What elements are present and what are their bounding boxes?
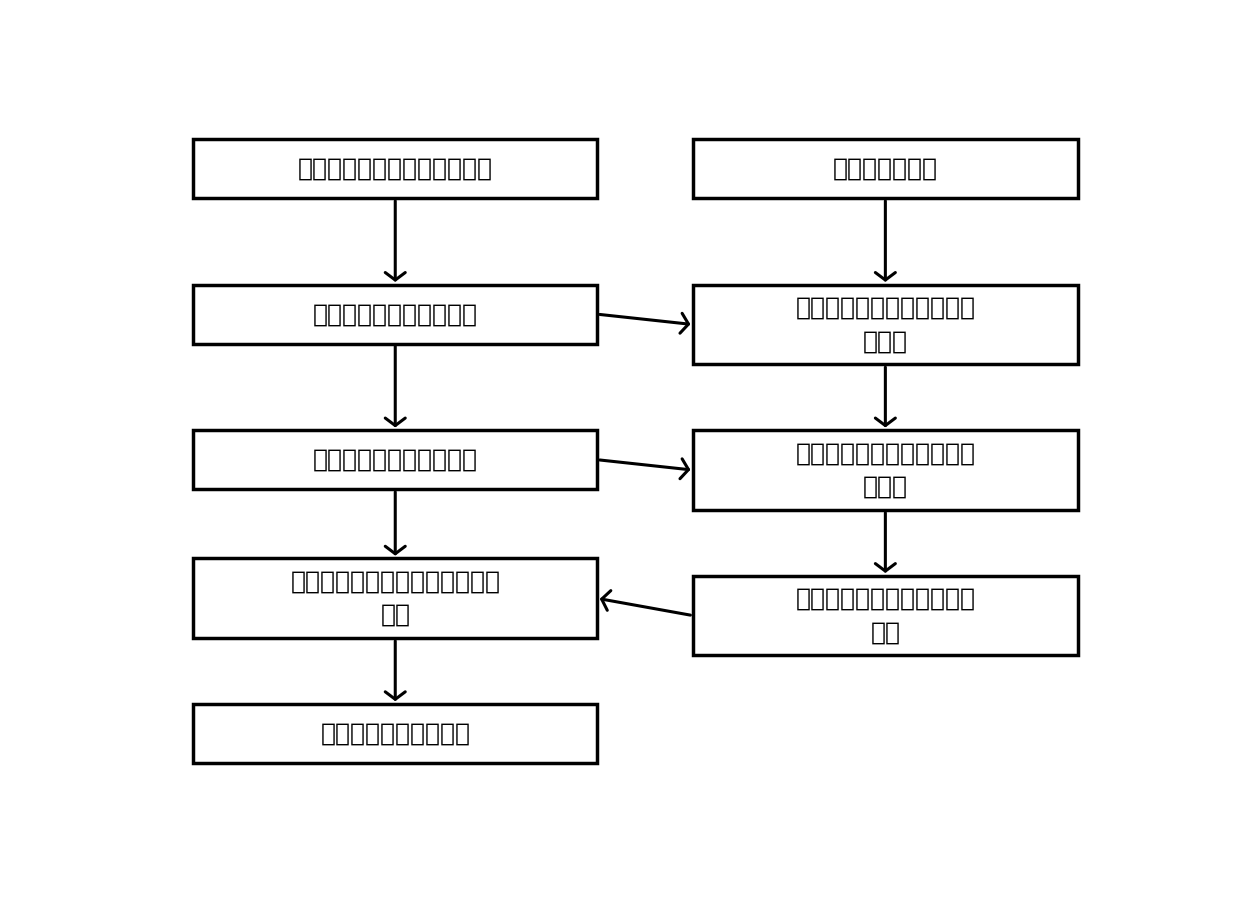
- Text: 采集加热中磁共振相位图: 采集加热中磁共振相位图: [312, 447, 477, 472]
- Bar: [193, 140, 596, 198]
- Bar: [693, 284, 1078, 364]
- Text: 磁共振成像定位、采集结构像: 磁共振成像定位、采集结构像: [298, 157, 492, 181]
- Bar: [693, 430, 1078, 510]
- Bar: [193, 558, 596, 638]
- Bar: [693, 140, 1078, 198]
- Text: 加热中的磁共振温度图: 加热中的磁共振温度图: [320, 722, 470, 745]
- Bar: [193, 284, 596, 344]
- Text: 水膜测温点测温: 水膜测温点测温: [833, 157, 937, 181]
- Text: 加热前水膜测温点相位及真
实温度: 加热前水膜测温点相位及真 实温度: [795, 296, 976, 354]
- Text: 加热中主磁场偏移空间分布
估计: 加热中主磁场偏移空间分布 估计: [795, 587, 976, 644]
- Text: 采集加热前磁共振相位图: 采集加热前磁共振相位图: [312, 302, 477, 326]
- Text: 矫正主磁场偏移造成的温度测量
误差: 矫正主磁场偏移造成的温度测量 误差: [290, 570, 500, 627]
- Bar: [193, 704, 596, 763]
- Bar: [693, 576, 1078, 655]
- Bar: [193, 430, 596, 490]
- Text: 加热中水膜测温点相位及真
实温度: 加热中水膜测温点相位及真 实温度: [795, 441, 976, 499]
